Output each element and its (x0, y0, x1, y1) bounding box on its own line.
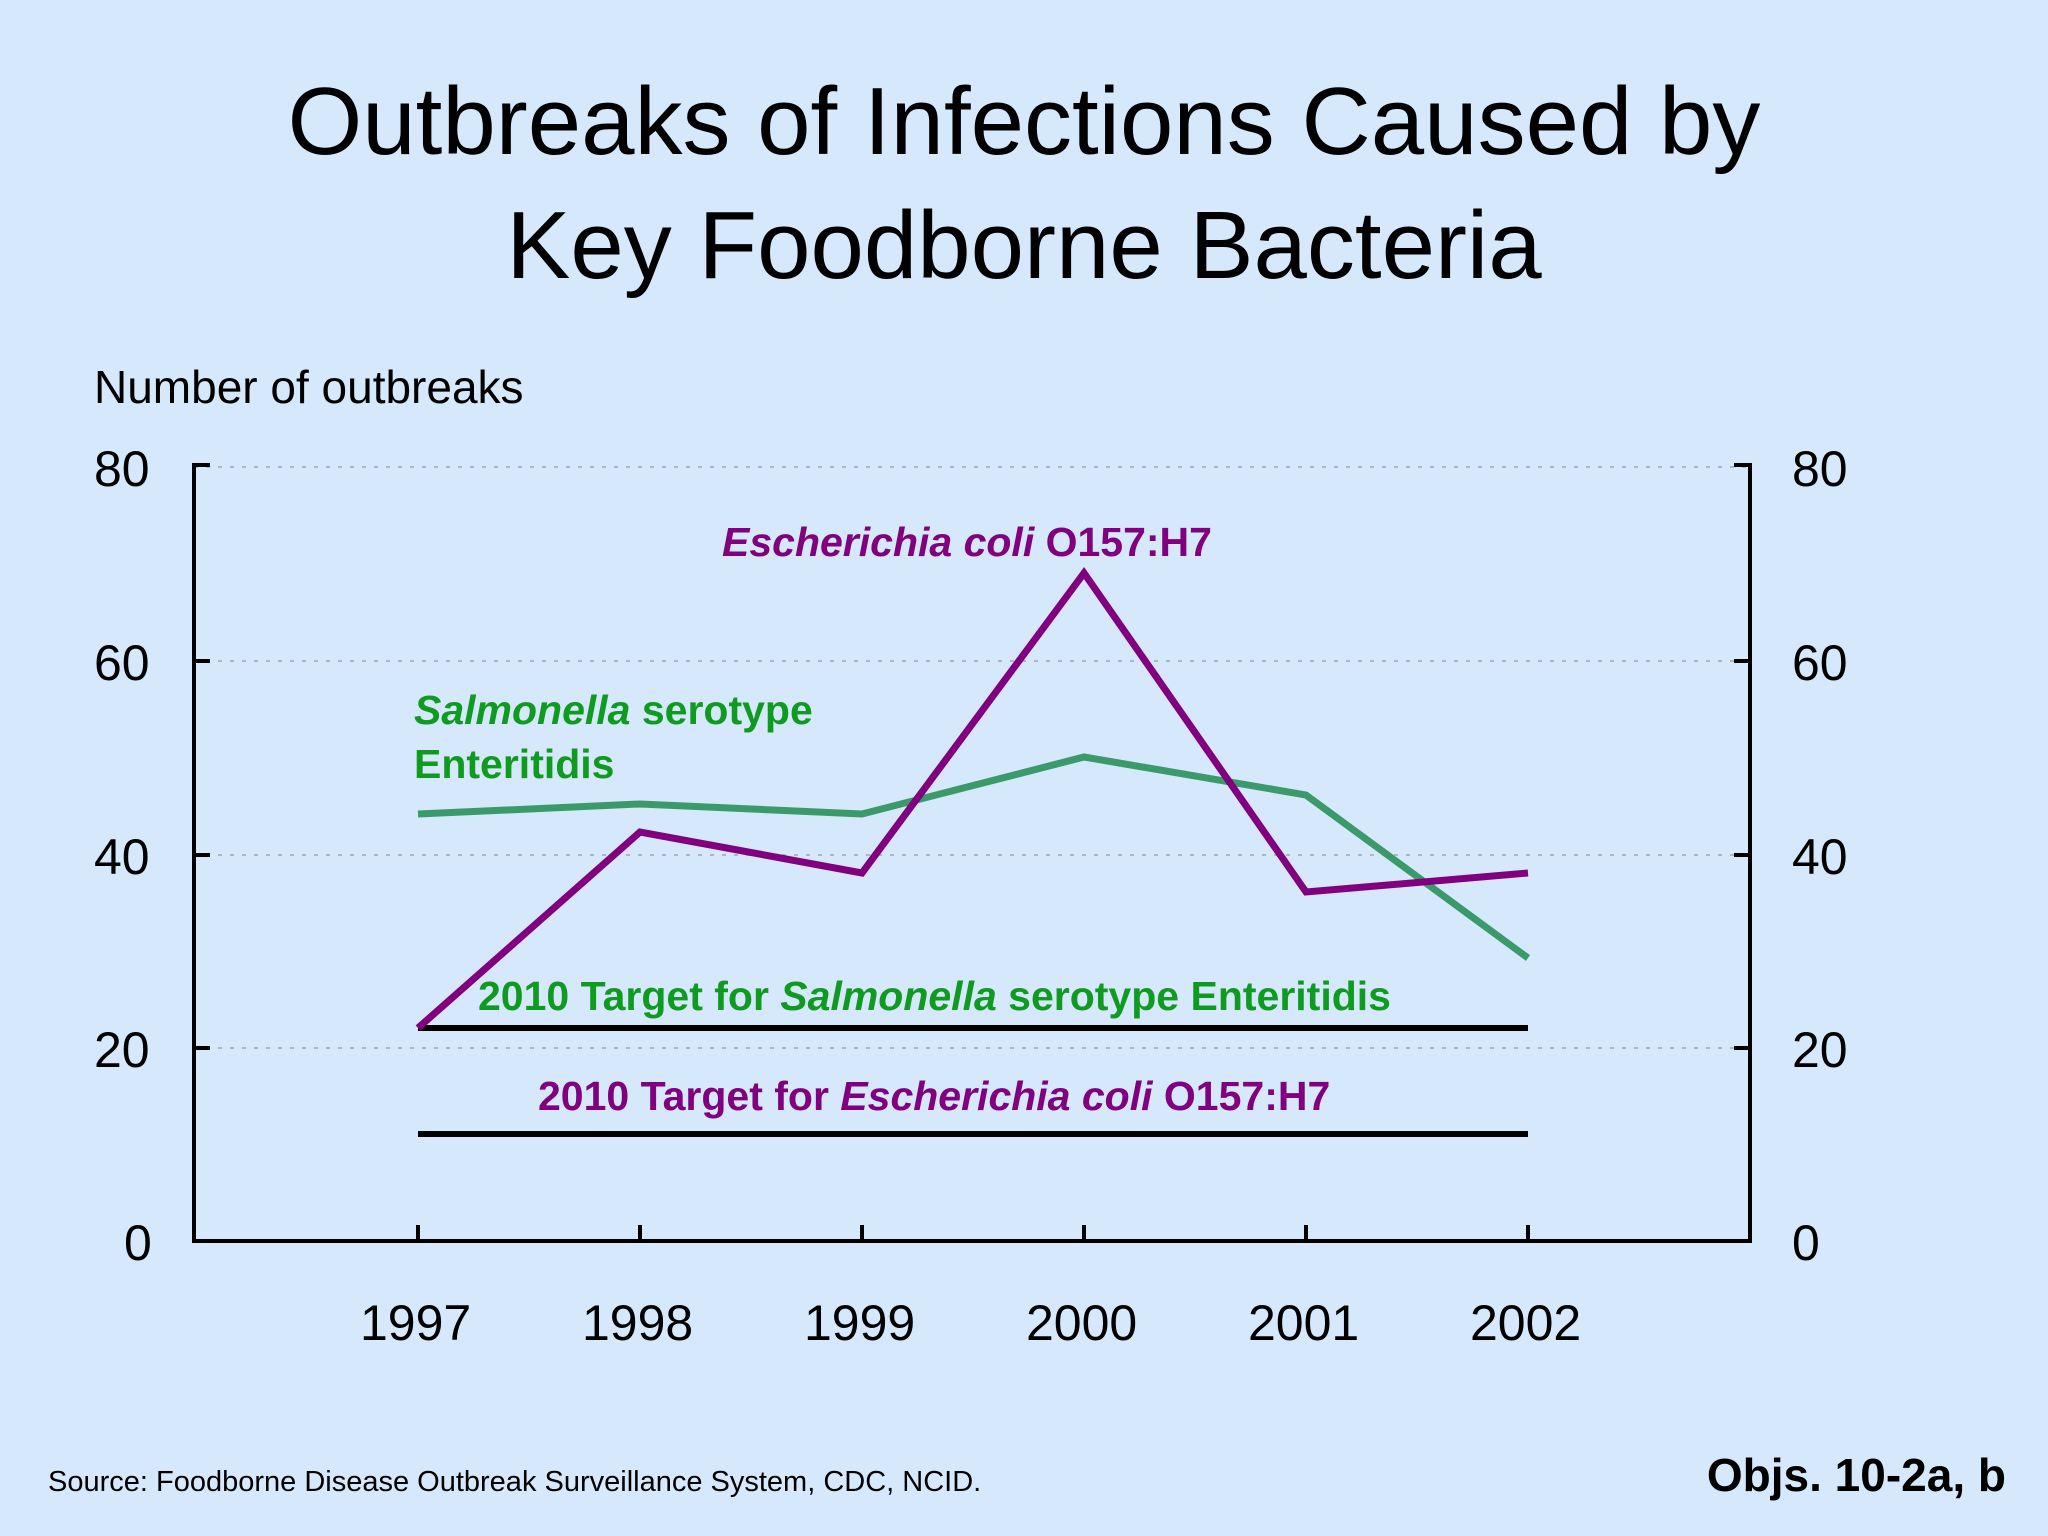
x-tick: 1998 (582, 1295, 694, 1351)
ecoli-label: Escherichia coli O157:H7 (722, 519, 1212, 565)
x-tick: 2002 (1470, 1295, 1582, 1351)
x-tick: 1997 (360, 1295, 472, 1351)
y-tick-left: 20 (94, 1022, 150, 1078)
target-salmonella-label: 2010 Target for Salmonella serotype Ente… (478, 973, 1391, 1019)
y-axis-label: Number of outbreaks (94, 361, 524, 413)
x-tick: 1999 (804, 1295, 916, 1351)
source-note: Source: Foodborne Disease Outbreak Surve… (48, 1466, 982, 1498)
chart-title: Outbreaks of Infections Caused by Key Fo… (0, 60, 2048, 308)
axes (192, 463, 1752, 1243)
salmonella-line (417, 753, 1531, 961)
y-tick-right: 20 (1792, 1022, 1848, 1078)
title-line-1: Outbreaks of Infections Caused by (287, 68, 1761, 175)
y-tick-left: 60 (94, 635, 150, 691)
y-tick-right: 80 (1792, 441, 1848, 497)
x-tick: 2000 (1026, 1295, 1138, 1351)
target-ecoli-label: 2010 Target for Escherichia coli O157:H7 (538, 1073, 1330, 1119)
y-tick-right: 0 (1792, 1215, 1820, 1271)
ecoli-line (415, 566, 1529, 1031)
y-tick-left: 80 (94, 441, 150, 497)
objectives-label: Objs. 10-2a, b (1706, 1449, 2006, 1501)
x-tick: 2001 (1248, 1295, 1360, 1351)
y-tick-left: 40 (94, 829, 150, 885)
y-tick-right: 60 (1792, 635, 1848, 691)
y-tick-left: 0 (124, 1215, 152, 1271)
salmonella-label: Salmonella serotype (414, 687, 813, 733)
title-line-2: Key Foodborne Bacteria (506, 192, 1542, 299)
y-tick-right: 40 (1792, 829, 1848, 885)
svg-text:Enteritidis: Enteritidis (414, 741, 614, 787)
